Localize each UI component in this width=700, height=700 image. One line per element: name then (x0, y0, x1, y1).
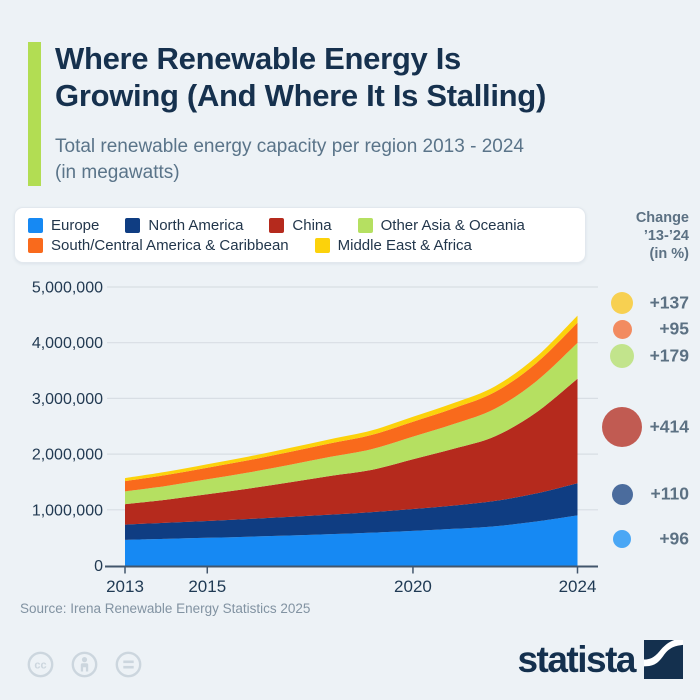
change-row: +96 (596, 517, 689, 561)
change-row: +179 (596, 334, 689, 378)
legend-swatch-icon (28, 237, 43, 253)
change-value: +179 (649, 345, 689, 366)
x-axis-label: 2024 (559, 577, 597, 596)
y-axis-label: 5,000,000 (32, 280, 103, 297)
legend-swatch-icon (125, 217, 141, 233)
legend-item-label: South/Central America & Caribbean (51, 236, 289, 254)
y-axis-label: 0 (94, 558, 103, 575)
change-circle-icon (611, 483, 633, 505)
legend-item-label: North America (148, 216, 244, 234)
svg-text:cc: cc (34, 660, 46, 672)
legend-row: Europe North America China Other Asia & Oce… (28, 216, 572, 234)
legend-item-label: China (292, 216, 332, 234)
change-row: +110 (596, 472, 689, 516)
legend-item-north-america: North America (125, 217, 243, 234)
change-circle-icon (610, 344, 634, 368)
cc-icon[interactable]: cc (27, 651, 54, 678)
change-row: +95 (596, 307, 689, 351)
area-band-other-asia-oceania (125, 342, 578, 505)
title-accent-bar (28, 42, 41, 186)
area-band-south-central-america-caribbean (125, 322, 578, 492)
area-band-china (125, 378, 578, 525)
equals-icon[interactable] (115, 651, 142, 678)
page-title: Where Renewable Energy Is Growing (And W… (55, 40, 685, 114)
legend-item-label: Middle East & Africa (337, 236, 472, 254)
legend-swatch-icon (314, 237, 330, 253)
x-axis-label: 2020 (394, 577, 432, 596)
change-circle-icon (612, 319, 632, 339)
page-subtitle-line2: (in megawatts) (55, 162, 180, 183)
attribution-person-icon[interactable] (71, 651, 98, 678)
page-title-line1: Where Renewable Energy Is (55, 41, 461, 76)
stacked-area-chart: 0 1,000,000 2,000,000 3,000,000 4,000,000 5,0… (32, 280, 598, 596)
statista-logo[interactable]: statista (517, 640, 683, 679)
page-subtitle: Total renewable energy capacity per regi… (55, 134, 655, 186)
page-subtitle-line1: Total renewable energy capacity per regi… (55, 136, 524, 157)
legend-item-middle-east-africa: Middle East & Africa (314, 236, 472, 254)
change-row: +137 (596, 281, 689, 325)
legend-row: South/Central America & Caribbean Middle … (28, 236, 572, 254)
y-axis-label: 4,000,000 (32, 335, 103, 352)
change-heading-line2: ’13-’24 (643, 228, 689, 244)
x-axis-label: 2013 (106, 577, 144, 596)
change-circle-icon (602, 407, 642, 447)
legend-swatch-icon (357, 217, 373, 233)
legend-item-south-central-america-caribbean: South/Central America & Caribbean (28, 237, 289, 254)
y-axis-label: 3,000,000 (32, 391, 103, 408)
source-text: Source: Irena Renewable Energy Statistic… (20, 601, 311, 616)
x-axis-label: 2015 (188, 577, 226, 596)
change-value: +110 (650, 483, 689, 504)
change-panel-heading: Change ’13-’24 (in %) (586, 209, 689, 263)
area-band-europe (125, 515, 578, 566)
license-icons: cc (27, 651, 142, 678)
change-value: +414 (649, 416, 689, 437)
change-value: +96 (659, 528, 689, 549)
y-axis-label: 1,000,000 (32, 502, 103, 519)
change-row: +414 (596, 405, 689, 449)
change-heading-line3: (in %) (649, 246, 689, 262)
legend-swatch-icon (269, 217, 285, 233)
y-axis-label: 2,000,000 (32, 447, 103, 464)
statista-logo-mark-icon (644, 640, 683, 679)
legend-swatch-icon (28, 217, 43, 233)
change-circle-icon (611, 292, 633, 314)
area-band-north-america (125, 483, 578, 540)
change-value: +137 (649, 292, 689, 313)
page-title-line2: Growing (And Where It Is Stalling) (55, 78, 546, 113)
legend-item-europe: Europe (28, 217, 99, 234)
legend-item-other-asia-oceania: Other Asia & Oceania (357, 216, 525, 234)
statista-wordmark: statista (517, 639, 636, 680)
change-circle-icon (613, 530, 631, 548)
legend-item-label: Other Asia & Oceania (380, 216, 525, 234)
change-heading-line1: Change (635, 210, 689, 226)
legend-item-china: China (269, 216, 332, 234)
chart-legend: Europe North America China Other Asia & Oce… (14, 207, 586, 263)
legend-item-label: Europe (51, 216, 100, 234)
change-value: +95 (659, 318, 689, 339)
